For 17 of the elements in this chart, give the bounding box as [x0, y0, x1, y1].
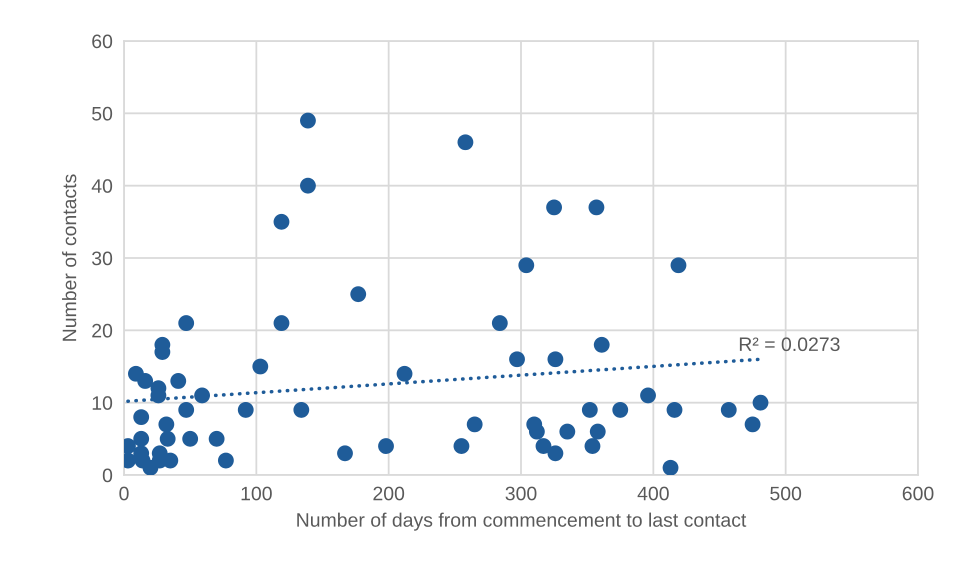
x-tick-label: 100: [242, 486, 272, 500]
x-tick-label: 400: [638, 486, 669, 500]
x-tick-label: 200: [373, 486, 404, 500]
x-tick-label: 500: [770, 486, 802, 500]
x-tick-label: 0: [119, 486, 129, 500]
y-tick-label: 50: [92, 106, 112, 121]
y-axis-title: Number of contacts: [62, 174, 76, 341]
x-tick-label: 600: [902, 486, 934, 500]
x-axis-title: Number of days from commencement to last contact: [297, 512, 746, 531]
y-tick-label: 20: [92, 324, 112, 338]
annotation: R² = 0.0273: [740, 337, 840, 352]
x-tick-label: 300: [506, 486, 536, 500]
y-tick-label: 60: [92, 34, 112, 48]
y-tick-label: 30: [92, 251, 112, 266]
y-tick-label: 40: [92, 179, 112, 193]
y-tick-label: 10: [92, 396, 112, 410]
y-tick-label: 0: [102, 468, 112, 482]
